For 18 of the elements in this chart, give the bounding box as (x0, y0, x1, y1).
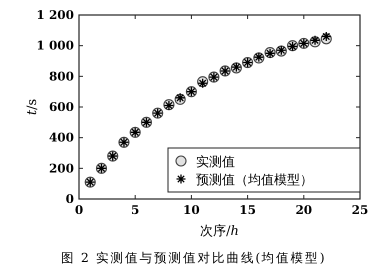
y-tick-label: 1 200 (36, 8, 74, 22)
y-tick-label: 600 (48, 100, 74, 114)
x-tick-label: 10 (183, 203, 200, 217)
legend-label: 实测值 (196, 155, 235, 170)
x-tick-label: 25 (352, 203, 368, 217)
x-tick-label: 15 (239, 203, 256, 217)
x-tick-label: 0 (74, 203, 84, 217)
y-tick-label: 400 (48, 130, 74, 145)
y-axis-title: t/s (25, 98, 40, 116)
legend-label: 预测值（均值模型） (196, 173, 313, 188)
y-tick-label: 0 (66, 192, 74, 206)
y-tick-label: 1 000 (36, 38, 74, 53)
y-tick-label: 800 (48, 69, 74, 84)
caption: 图 2 实测值与预测值对比曲线(均值模型) (60, 250, 326, 265)
y-tick-label: 200 (48, 161, 74, 176)
x-tick-label: 20 (295, 203, 312, 217)
x-tick-label: 5 (131, 203, 140, 217)
x-axis-title: 次序/h (200, 223, 239, 239)
